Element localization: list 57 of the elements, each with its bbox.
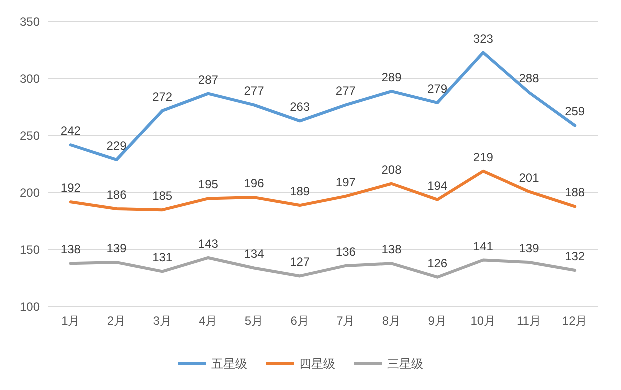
data-label: 279 [428,82,448,96]
legend-label: 四星级 [300,357,336,371]
data-label: 323 [473,32,494,46]
y-tick-label: 250 [20,129,40,143]
x-tick-label: 12月 [562,314,588,328]
data-label: 138 [382,242,402,257]
data-label: 126 [428,256,448,270]
data-label: 272 [152,90,173,104]
legend-label: 三星级 [388,357,424,371]
data-label: 189 [290,184,310,199]
data-label: 192 [60,181,82,196]
x-tick-label: 5月 [244,314,264,328]
y-tick-label: 200 [20,186,40,200]
y-tick-label: 300 [20,72,40,86]
y-tick-label: 350 [20,15,40,29]
data-label: 185 [152,189,173,204]
data-label: 263 [290,100,310,114]
x-tick-label: 4月 [199,314,218,328]
x-tick-label: 1月 [62,314,80,328]
y-tick-label: 150 [20,243,40,257]
x-tick-label: 2月 [107,314,126,328]
data-label: 208 [382,162,402,177]
x-tick-label: 10月 [470,314,496,328]
data-label: 259 [565,104,586,119]
data-label: 277 [244,84,265,98]
data-label: 139 [106,242,128,256]
x-tick-label: 11月 [517,314,542,328]
data-label: 136 [336,244,356,259]
data-label: 127 [290,255,310,270]
data-label: 188 [565,186,586,200]
data-label: 196 [244,176,265,191]
data-label: 288 [519,72,540,86]
legend-label: 五星级 [212,357,248,371]
data-label: 131 [152,250,173,265]
data-label: 219 [473,150,494,164]
data-label: 229 [106,138,128,153]
data-label: 242 [60,124,82,138]
x-tick-label: 9月 [428,314,447,328]
x-tick-label: 8月 [382,314,402,328]
data-label: 197 [336,175,356,190]
x-tick-label: 6月 [290,314,310,328]
data-label: 195 [198,178,219,192]
data-label: 134 [244,247,265,262]
x-tick-label: 3月 [153,314,172,328]
data-label: 194 [428,178,448,193]
data-label: 132 [565,250,586,264]
data-label: 141 [473,239,494,254]
x-tick-label: 7月 [336,314,356,328]
data-label: 186 [106,188,128,202]
data-label: 287 [198,72,219,87]
data-label: 139 [519,242,540,256]
data-label: 138 [60,242,82,257]
data-label: 277 [336,84,356,98]
data-label: 289 [382,70,402,85]
data-label: 143 [198,236,219,251]
y-tick-label: 100 [20,300,40,314]
data-label: 201 [519,170,540,185]
